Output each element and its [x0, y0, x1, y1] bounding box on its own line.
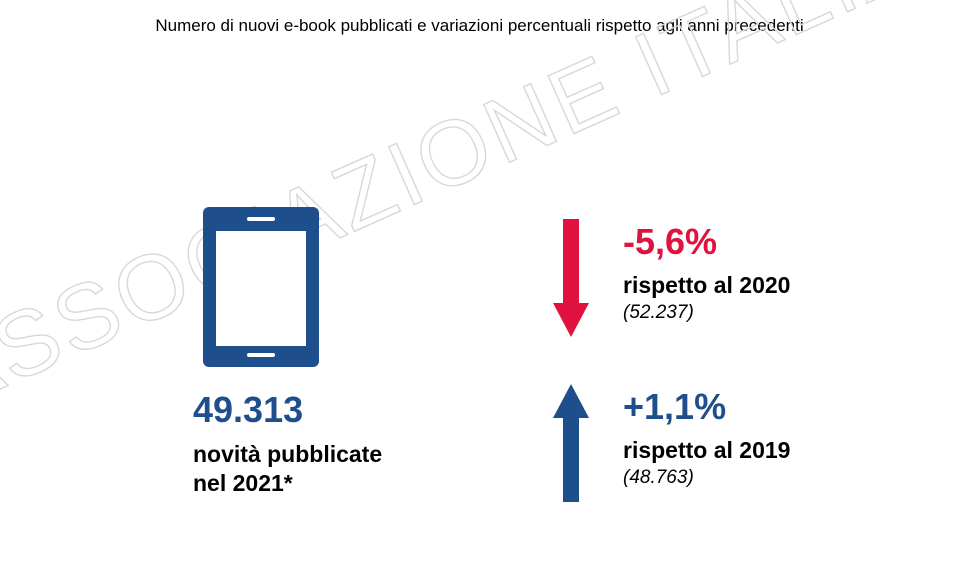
ebook-count: 49.313 [193, 389, 304, 430]
reference-year-2019: rispetto al 2019 [623, 437, 791, 463]
percent-change-2020: -5,6% [623, 221, 718, 262]
ebook-count-caption: novità pubblicate nel 2021* [193, 440, 382, 498]
change-vs-2019: +1,1% rispetto al 2019 (48.763) [623, 386, 791, 488]
page-title: Numero di nuovi e-book pubblicati e vari… [155, 16, 804, 35]
change-vs-2020: -5,6% rispetto al 2020 (52.237) [623, 221, 791, 323]
tablet-icon [203, 207, 319, 367]
arrow-up-icon [553, 384, 589, 502]
caption-line-1: novità pubblicate [193, 441, 383, 467]
percent-change-2019: +1,1% [623, 386, 727, 427]
watermark: ASSOCIAZIONE ITALIANA EDITORI [0, 0, 959, 429]
caption-line-2: nel 2021* [193, 470, 293, 496]
reference-year-2020: rispetto al 2020 [623, 272, 791, 298]
arrow-down-icon [553, 219, 589, 337]
previous-value-2019: (48.763) [623, 467, 694, 488]
previous-value-2020: (52.237) [623, 302, 694, 323]
